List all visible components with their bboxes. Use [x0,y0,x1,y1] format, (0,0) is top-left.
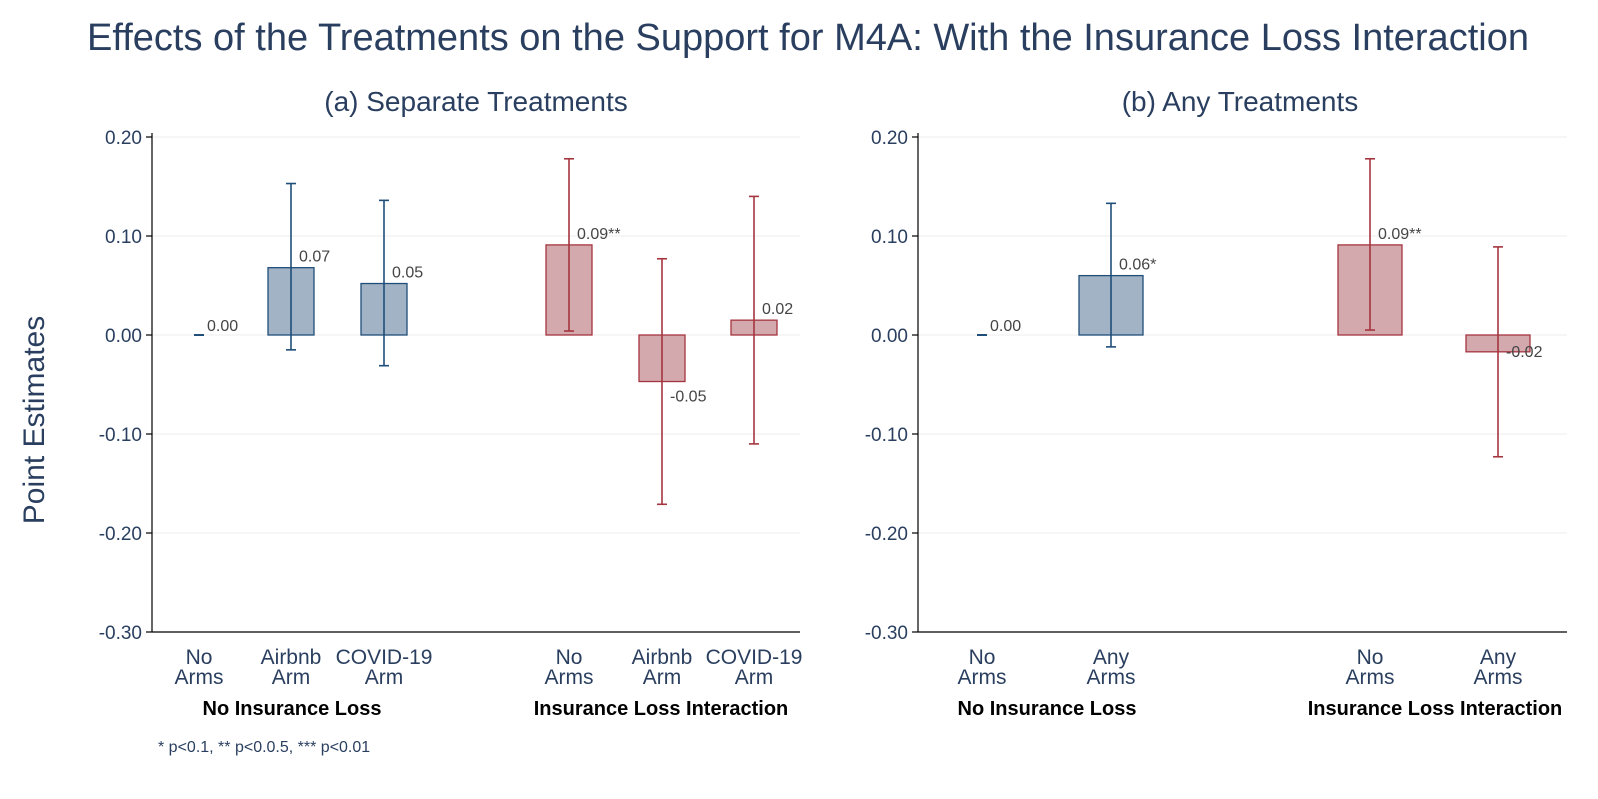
y-axis-label: Point Estimates [18,316,51,524]
figure-title: Effects of the Treatments on the Support… [87,17,1529,59]
data-label: -0.05 [670,389,707,406]
data-label: 0.09** [577,226,621,243]
y-tick-label: 0.00 [105,326,142,347]
x-group-label: No Insurance Loss [958,698,1137,720]
x-category-label: Arms [1087,666,1136,689]
x-category-label: Arms [1346,666,1395,689]
x-category-label: Arms [175,666,224,689]
x-category-label: Arms [545,666,594,689]
y-tick-label: 0.20 [871,128,908,149]
x-category-label: Arm [365,666,404,689]
x-category-label: COVID-19 [336,646,433,669]
x-category-label: Arm [272,666,311,689]
data-label: 0.02 [762,301,793,318]
data-label: 0.05 [392,265,423,282]
x-group-label: No Insurance Loss [203,698,382,720]
x-category-label: Airbnb [632,646,693,669]
panel-title: (b) Any Treatments [1122,86,1359,117]
x-category-label: Arms [1474,666,1523,689]
x-category-label: No [186,646,213,669]
x-category-label: Arms [958,666,1007,689]
data-label: 0.06* [1119,257,1156,274]
y-tick-label: -0.30 [865,623,908,644]
x-category-label: COVID-19 [706,646,803,669]
x-category-label: Arm [643,666,682,689]
y-tick-label: -0.10 [865,425,908,446]
significance-footnote: * p<0.1, ** p<0.0.5, *** p<0.01 [158,739,370,756]
x-category-label: Airbnb [261,646,322,669]
y-tick-label: 0.10 [105,227,142,248]
chart-panels: (a) Separate Treatments 0.20 0.10 0.00 -0.10… [99,86,1567,720]
y-tick-label: -0.20 [99,524,142,545]
x-category-label: No [556,646,583,669]
panel-title: (a) Separate Treatments [324,86,627,117]
chart-panel-b: (b) Any Treatments 0.20 0.10 0.00 -0.10 -0.20… [865,86,1567,720]
y-tick-label: 0.00 [871,326,908,347]
data-label: 0.07 [299,249,330,266]
data-label: -0.02 [1506,344,1543,361]
x-category-label: No [1357,646,1384,669]
y-tick-label: -0.30 [99,623,142,644]
y-tick-label: 0.20 [105,128,142,149]
x-category-label: Arm [735,666,774,689]
data-label: 0.09** [1378,226,1422,243]
data-label: 0.00 [990,318,1021,335]
y-tick-label: -0.10 [99,425,142,446]
x-category-label: No [969,646,996,669]
x-group-label: Insurance Loss Interaction [534,698,789,720]
x-category-label: Any [1480,646,1517,669]
x-category-label: Any [1093,646,1130,669]
chart-panel-a: (a) Separate Treatments 0.20 0.10 0.00 -0.10… [99,86,803,720]
x-group-label: Insurance Loss Interaction [1308,698,1563,720]
y-tick-label: 0.10 [871,227,908,248]
y-tick-label: -0.20 [865,524,908,545]
data-label: 0.00 [207,318,238,335]
